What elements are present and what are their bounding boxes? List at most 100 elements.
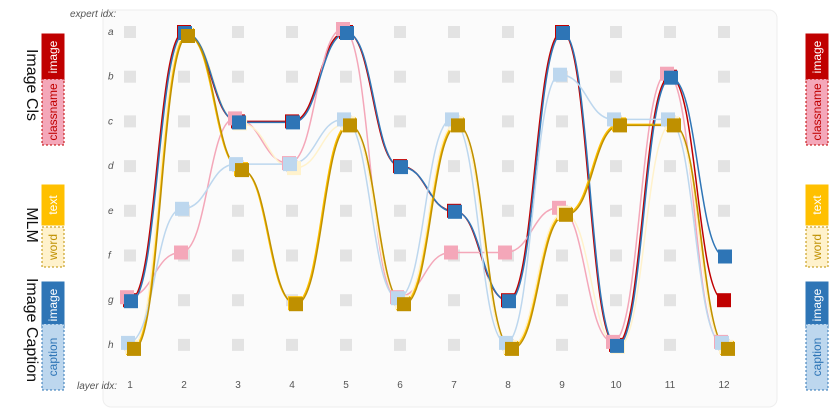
grid-cell [232,294,244,307]
grid-cell [394,70,406,83]
layer-col-label: 1 [127,380,133,391]
task-tag-box [805,226,829,268]
route-marker [613,118,627,133]
route-marker [610,338,624,353]
route-marker [667,118,681,133]
task-tag-label: caption [810,338,824,377]
task-tag-label: image [46,40,60,73]
task-tag-box [805,78,829,146]
grid-cell [718,160,730,173]
expert-row-label: a [108,27,114,38]
grid-cell [610,204,622,217]
grid-cell [124,26,136,38]
layer-col-label: 11 [665,380,676,391]
task-tag-label: image [810,288,824,321]
grid-cell [178,338,190,351]
route-marker [498,245,512,260]
route-marker [664,70,678,85]
grid-cell [124,204,136,217]
grid-cell [232,70,244,83]
grid-cell [286,70,298,83]
route-markers [120,22,735,356]
grid-cell [394,338,406,351]
expert-row-label: d [108,161,114,172]
route-marker [556,26,570,40]
task-tag-label: word [46,234,60,261]
task-tag-box [41,78,65,146]
layer-col-label: 9 [559,380,565,391]
task-tag-label: image [46,288,60,321]
grid-cell [286,204,298,217]
route-marker [174,245,188,260]
grid-cell [340,70,352,83]
grid-cell [610,294,622,307]
task-tag-label: caption [46,338,60,377]
route-marker [232,115,246,130]
expert-row-label: c [108,116,113,127]
route-curve-caption-image [130,32,726,347]
task-label: Image Cls [23,49,40,121]
task-tag-box [41,323,65,391]
layer-col-label: 6 [397,380,403,391]
layer-col-label: 5 [343,380,349,391]
route-marker [505,341,519,356]
grid-cell [394,115,406,128]
grid-cell [502,204,514,217]
layer-col-label: 10 [610,380,622,391]
route-marker [235,163,249,178]
grid-cell [448,294,460,307]
grid-cell [556,249,568,262]
task-tag-label: classname [46,83,60,141]
grid-cell [502,160,514,173]
expert-row-label: f [108,251,112,262]
route-marker [340,26,354,40]
expert-row-labels: a b c d e f g h [108,27,114,351]
route-marker [397,297,411,312]
grid-cell [232,338,244,351]
grid-cell [556,294,568,307]
grid-cell [178,160,190,173]
layer-col-label: 2 [181,380,187,391]
layer-col-labels: 1 2 3 4 5 6 7 8 9 10 11 12 [127,380,730,391]
route-marker [286,115,300,130]
route-marker [502,294,516,309]
route-marker [181,29,195,43]
route-marker [717,293,731,308]
grid-cell [286,26,298,38]
grid-cell [448,338,460,351]
layer-col-label: 7 [451,380,457,391]
layer-axis-label: layer idx: [77,381,117,392]
layer-col-label: 8 [505,380,511,391]
route-marker [283,157,297,172]
grid-cell [664,338,676,351]
task-tag-label: text [810,195,824,215]
grid-cell [610,249,622,262]
grid-cell [664,249,676,262]
grid-cell [448,160,460,173]
grid-cell [340,249,352,262]
grid-cell [448,70,460,83]
task-label: MLM [23,207,40,243]
layer-col-label: 12 [718,380,730,391]
grid-cell [286,249,298,262]
grid-cell [502,26,514,38]
route-marker [721,341,735,356]
grid-cell [610,160,622,173]
grid-cell [556,338,568,351]
route-marker [124,294,138,309]
grid-cell [286,338,298,351]
grid-cell [448,26,460,38]
grid-cell [718,70,730,83]
grid-cell [232,204,244,217]
grid-cell [232,26,244,38]
task-tag-box [805,184,829,226]
route-marker [559,207,573,222]
grid-cell [340,204,352,217]
grid-cell [232,249,244,262]
plot-background [102,9,778,408]
task-tag-box [41,184,65,226]
grid-cell [664,204,676,217]
grid-cell [340,160,352,173]
grid-cell [340,294,352,307]
